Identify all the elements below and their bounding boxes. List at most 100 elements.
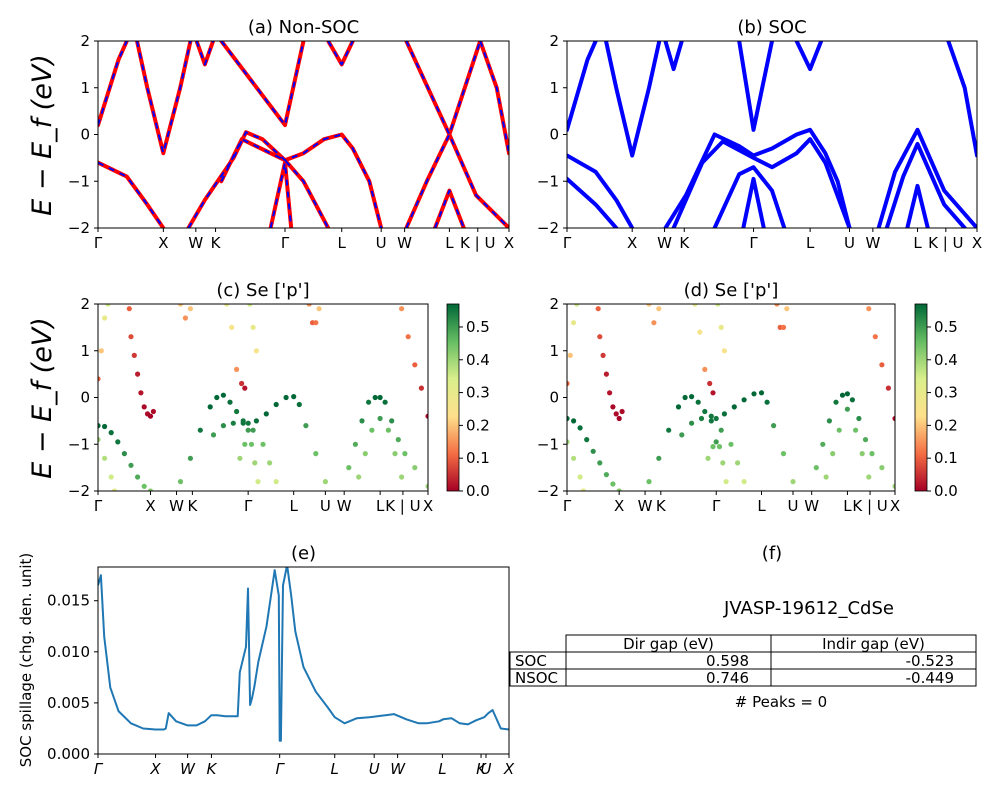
band-point — [708, 418, 714, 424]
colorbar-tick-label: 0.3 — [466, 384, 490, 402]
x-tick-label: W — [638, 497, 653, 515]
band-point — [352, 441, 358, 447]
band-point — [147, 488, 154, 491]
band-point — [224, 304, 230, 307]
x-tick-label: X — [504, 234, 514, 252]
band-point — [240, 420, 246, 426]
band-point — [713, 415, 719, 422]
band-point — [646, 304, 652, 307]
band-point — [813, 465, 819, 471]
band-point — [710, 444, 716, 450]
colorbar-tick-label: 0.0 — [934, 482, 958, 500]
band-point — [220, 392, 226, 398]
x-tick-label: K | U — [460, 234, 495, 252]
band-point — [728, 441, 734, 447]
band-point — [389, 418, 395, 424]
band-point — [372, 394, 378, 401]
band-point — [613, 411, 619, 417]
y-tick-label: 0.000 — [47, 745, 90, 763]
band-point — [780, 451, 787, 457]
band-point — [885, 385, 892, 391]
band-point — [836, 427, 842, 433]
band-point — [607, 390, 613, 396]
band-point — [425, 413, 428, 419]
band-point — [869, 451, 875, 457]
band-point — [141, 404, 147, 410]
y-tick-label: 1 — [80, 79, 90, 97]
chart-title: (c) Se ['p'] — [216, 280, 309, 301]
y-axis-label: SOC spillage (chg. den. unit) — [17, 553, 35, 768]
x-tick-label: L — [376, 497, 385, 515]
x-tick-label: Γ — [563, 497, 572, 515]
x-tick-label: X — [423, 497, 433, 515]
band-point — [366, 399, 372, 405]
band-line — [876, 127, 977, 228]
y-tick-label: 1 — [80, 342, 90, 360]
band-point — [844, 406, 851, 412]
x-tick-label: X — [158, 234, 168, 252]
band-point — [720, 460, 726, 466]
colorbar-tick-label: 0.5 — [466, 318, 490, 336]
band-line — [136, 41, 192, 155]
band-point — [283, 394, 289, 401]
band-line — [269, 161, 293, 228]
band-point — [382, 399, 388, 405]
band-line — [663, 41, 684, 72]
band-point — [697, 329, 703, 335]
table-cell — [770, 668, 977, 687]
band-point — [844, 391, 851, 397]
plot-area — [98, 41, 509, 228]
band-line — [884, 141, 967, 228]
y-tick-label: −2 — [537, 482, 559, 500]
band-point — [571, 418, 577, 424]
band-point — [751, 391, 757, 397]
band-point — [138, 390, 144, 396]
band-line — [737, 41, 774, 132]
band-point — [210, 432, 217, 438]
band-point — [705, 455, 711, 461]
x-tick-label: X — [627, 234, 637, 252]
band-line — [405, 41, 482, 136]
y-tick-label: 0 — [549, 126, 559, 144]
band-point — [715, 304, 721, 307]
band-point — [571, 455, 577, 461]
band-point — [856, 415, 862, 422]
band-point — [577, 474, 583, 480]
band-point — [571, 320, 577, 326]
band-line — [327, 41, 354, 66]
band-point — [207, 404, 213, 410]
band-point — [780, 324, 787, 330]
band-line — [671, 137, 852, 228]
x-tick-label: X — [145, 497, 155, 515]
band-point — [862, 437, 869, 443]
band-line — [905, 183, 930, 228]
band-point — [392, 451, 398, 457]
band-point — [784, 306, 790, 312]
band-point — [115, 439, 121, 445]
x-tick-label: U — [787, 497, 798, 515]
x-tick-label: L — [290, 497, 299, 515]
band-point — [187, 306, 193, 312]
y-tick-label: 1 — [549, 342, 559, 360]
x-tick-label: K — [211, 234, 222, 252]
band-line — [405, 133, 509, 228]
table-cell-value: 0.746 — [706, 669, 749, 687]
band-point — [584, 437, 590, 443]
y-tick-label: 2 — [549, 32, 559, 50]
band-point — [128, 334, 134, 340]
band-point — [242, 441, 248, 447]
band-point — [98, 423, 101, 429]
band-point — [356, 474, 362, 480]
band-point — [682, 394, 688, 401]
x-tick-label: X — [503, 760, 515, 778]
band-line — [567, 153, 635, 228]
x-tick-label: Γ — [275, 760, 285, 778]
colorbar-tick-label: 0.2 — [466, 416, 490, 434]
x-tick-label: L — [338, 234, 347, 252]
band-point — [303, 423, 309, 429]
x-tick-label: K | U — [852, 497, 887, 515]
